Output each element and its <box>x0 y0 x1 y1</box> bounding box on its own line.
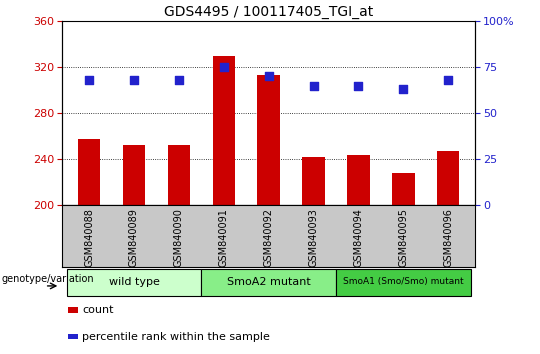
Text: GSM840090: GSM840090 <box>174 208 184 267</box>
Bar <box>78 139 100 205</box>
Text: GSM840092: GSM840092 <box>264 208 274 267</box>
Text: wild type: wild type <box>109 277 159 287</box>
Bar <box>258 75 280 205</box>
Point <box>174 77 183 83</box>
Text: GSM840088: GSM840088 <box>84 208 94 267</box>
Bar <box>68 334 78 339</box>
Text: percentile rank within the sample: percentile rank within the sample <box>82 332 270 342</box>
Bar <box>347 155 370 205</box>
Text: SmoA2 mutant: SmoA2 mutant <box>227 277 310 287</box>
Text: GSM840096: GSM840096 <box>443 208 453 267</box>
Text: GSM840095: GSM840095 <box>399 208 408 267</box>
Point <box>309 83 318 88</box>
Point <box>85 77 93 83</box>
Point <box>354 83 363 88</box>
Text: genotype/variation: genotype/variation <box>1 274 94 284</box>
Point <box>265 74 273 79</box>
Text: GSM840094: GSM840094 <box>354 208 363 267</box>
Bar <box>213 56 235 205</box>
Point <box>444 77 453 83</box>
Point <box>130 77 138 83</box>
Text: GSM840089: GSM840089 <box>129 208 139 267</box>
FancyBboxPatch shape <box>336 269 471 296</box>
Bar <box>437 151 460 205</box>
Text: SmoA1 (Smo/Smo) mutant: SmoA1 (Smo/Smo) mutant <box>343 277 464 286</box>
Bar <box>123 145 145 205</box>
Bar <box>302 157 325 205</box>
Text: GSM840091: GSM840091 <box>219 208 229 267</box>
Point <box>399 86 408 92</box>
Text: GSM840093: GSM840093 <box>308 208 319 267</box>
Title: GDS4495 / 100117405_TGI_at: GDS4495 / 100117405_TGI_at <box>164 5 373 19</box>
Bar <box>68 307 78 313</box>
Bar <box>392 173 415 205</box>
Bar <box>167 145 190 205</box>
FancyBboxPatch shape <box>201 269 336 296</box>
Text: count: count <box>82 305 114 315</box>
FancyBboxPatch shape <box>66 269 201 296</box>
Point <box>219 64 228 70</box>
